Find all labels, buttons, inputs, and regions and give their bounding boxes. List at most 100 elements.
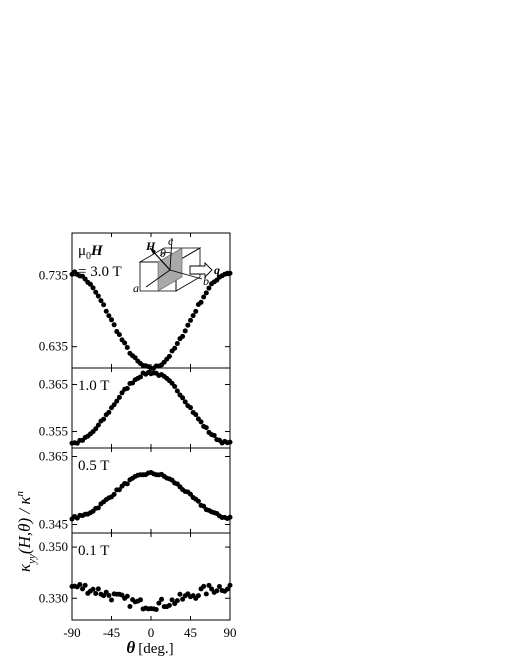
data-point <box>116 487 122 493</box>
data-point <box>101 302 107 308</box>
data-point <box>180 395 186 401</box>
y-tick-label: 0.330 <box>39 590 68 605</box>
panel-label-sub: 0 <box>86 251 91 262</box>
y-tick-label: 0.635 <box>39 339 68 354</box>
data-point <box>209 586 215 592</box>
inset-a-label: a <box>133 281 139 295</box>
data-point <box>211 432 217 438</box>
data-point <box>206 285 212 291</box>
data-point <box>185 322 191 328</box>
data-point <box>124 345 130 351</box>
data-point <box>198 299 204 305</box>
data-point <box>87 281 93 287</box>
data-point <box>116 332 122 338</box>
panel-1: 0.635 0.735 μ0H = 3.0 T <box>39 232 233 371</box>
y-tick-label: 0.355 <box>39 424 68 439</box>
data-point <box>177 591 183 597</box>
data-point <box>127 604 133 610</box>
panel-label: 1.0 T <box>78 378 109 394</box>
panel-label-line2: = 3.0 T <box>78 264 122 280</box>
x-tick-label: -90 <box>63 625 80 640</box>
data-point <box>206 582 212 588</box>
data-point <box>172 384 178 390</box>
panel-label: 0.1 T <box>78 543 109 559</box>
data-point <box>180 596 186 602</box>
data-point <box>227 514 233 520</box>
crystal-inset-diagram: H θ c a b q <box>133 234 220 295</box>
y-tick-label: 0.365 <box>39 376 68 391</box>
data-point <box>137 597 143 603</box>
data-point <box>106 409 112 415</box>
x-tick-label: 45 <box>184 625 197 640</box>
x-tick-label: -45 <box>103 625 120 640</box>
data-point <box>111 491 117 497</box>
y-tick-label: 0.735 <box>39 268 68 283</box>
data-point <box>193 308 199 314</box>
data-point <box>93 590 99 596</box>
data-point <box>180 333 186 339</box>
data-point <box>132 355 138 361</box>
inset-c-label: c <box>168 234 174 248</box>
data-point <box>169 597 175 603</box>
data-point <box>95 422 101 428</box>
data-point <box>174 341 180 347</box>
data-point <box>93 289 99 295</box>
data-point <box>109 597 114 603</box>
y-tick-label: 0.345 <box>39 517 68 532</box>
data-point <box>111 402 117 408</box>
data-point <box>122 340 128 346</box>
panel-label-line1: μ0H <box>78 243 104 262</box>
data-point <box>224 586 230 592</box>
data-point <box>159 596 165 602</box>
data-point <box>77 582 83 588</box>
data-point <box>114 398 120 404</box>
data-point <box>198 419 204 425</box>
data-point <box>116 394 122 400</box>
data-point <box>111 322 117 328</box>
data-point <box>201 583 207 589</box>
data-point <box>201 294 207 300</box>
data-point <box>90 285 96 291</box>
y-tick-label: 0.350 <box>39 539 68 554</box>
y-tick-label: 0.365 <box>39 449 68 464</box>
data-point <box>101 416 107 422</box>
data-point <box>193 412 199 418</box>
data-point <box>172 345 178 351</box>
data-point <box>119 390 125 396</box>
data-point <box>174 388 180 394</box>
data-point <box>203 425 209 431</box>
data-point <box>109 317 114 323</box>
data-point <box>95 586 101 592</box>
data-point <box>174 598 180 604</box>
data-point <box>216 583 222 589</box>
data-point <box>227 270 233 276</box>
data-point <box>203 290 209 296</box>
inset-H-label: H <box>145 239 156 253</box>
x-tick-label: 90 <box>224 625 237 640</box>
data-point <box>124 385 130 391</box>
data-point <box>203 591 209 597</box>
data-point <box>124 481 130 487</box>
data-point <box>103 308 109 314</box>
data-point <box>214 588 220 594</box>
data-point <box>90 586 96 592</box>
y-axis-label: κyy(H,θ) / κn <box>14 490 38 572</box>
data-point <box>153 606 159 612</box>
x-tick-label: 0 <box>148 625 155 640</box>
data-point <box>227 439 233 445</box>
panel-3: 0.345 0.365 0.5 T <box>39 447 233 534</box>
data-point <box>95 293 101 299</box>
data-point <box>98 298 104 304</box>
data-point <box>82 582 88 588</box>
data-point <box>137 374 143 380</box>
data-point <box>182 399 188 405</box>
data-point <box>166 353 172 359</box>
data-point <box>195 498 201 504</box>
data-point <box>166 602 172 608</box>
data-point <box>106 313 112 319</box>
data-point <box>80 586 86 592</box>
inset-q-label: q <box>214 263 220 277</box>
panel-label-H: H <box>90 243 104 259</box>
data-point <box>95 505 101 511</box>
